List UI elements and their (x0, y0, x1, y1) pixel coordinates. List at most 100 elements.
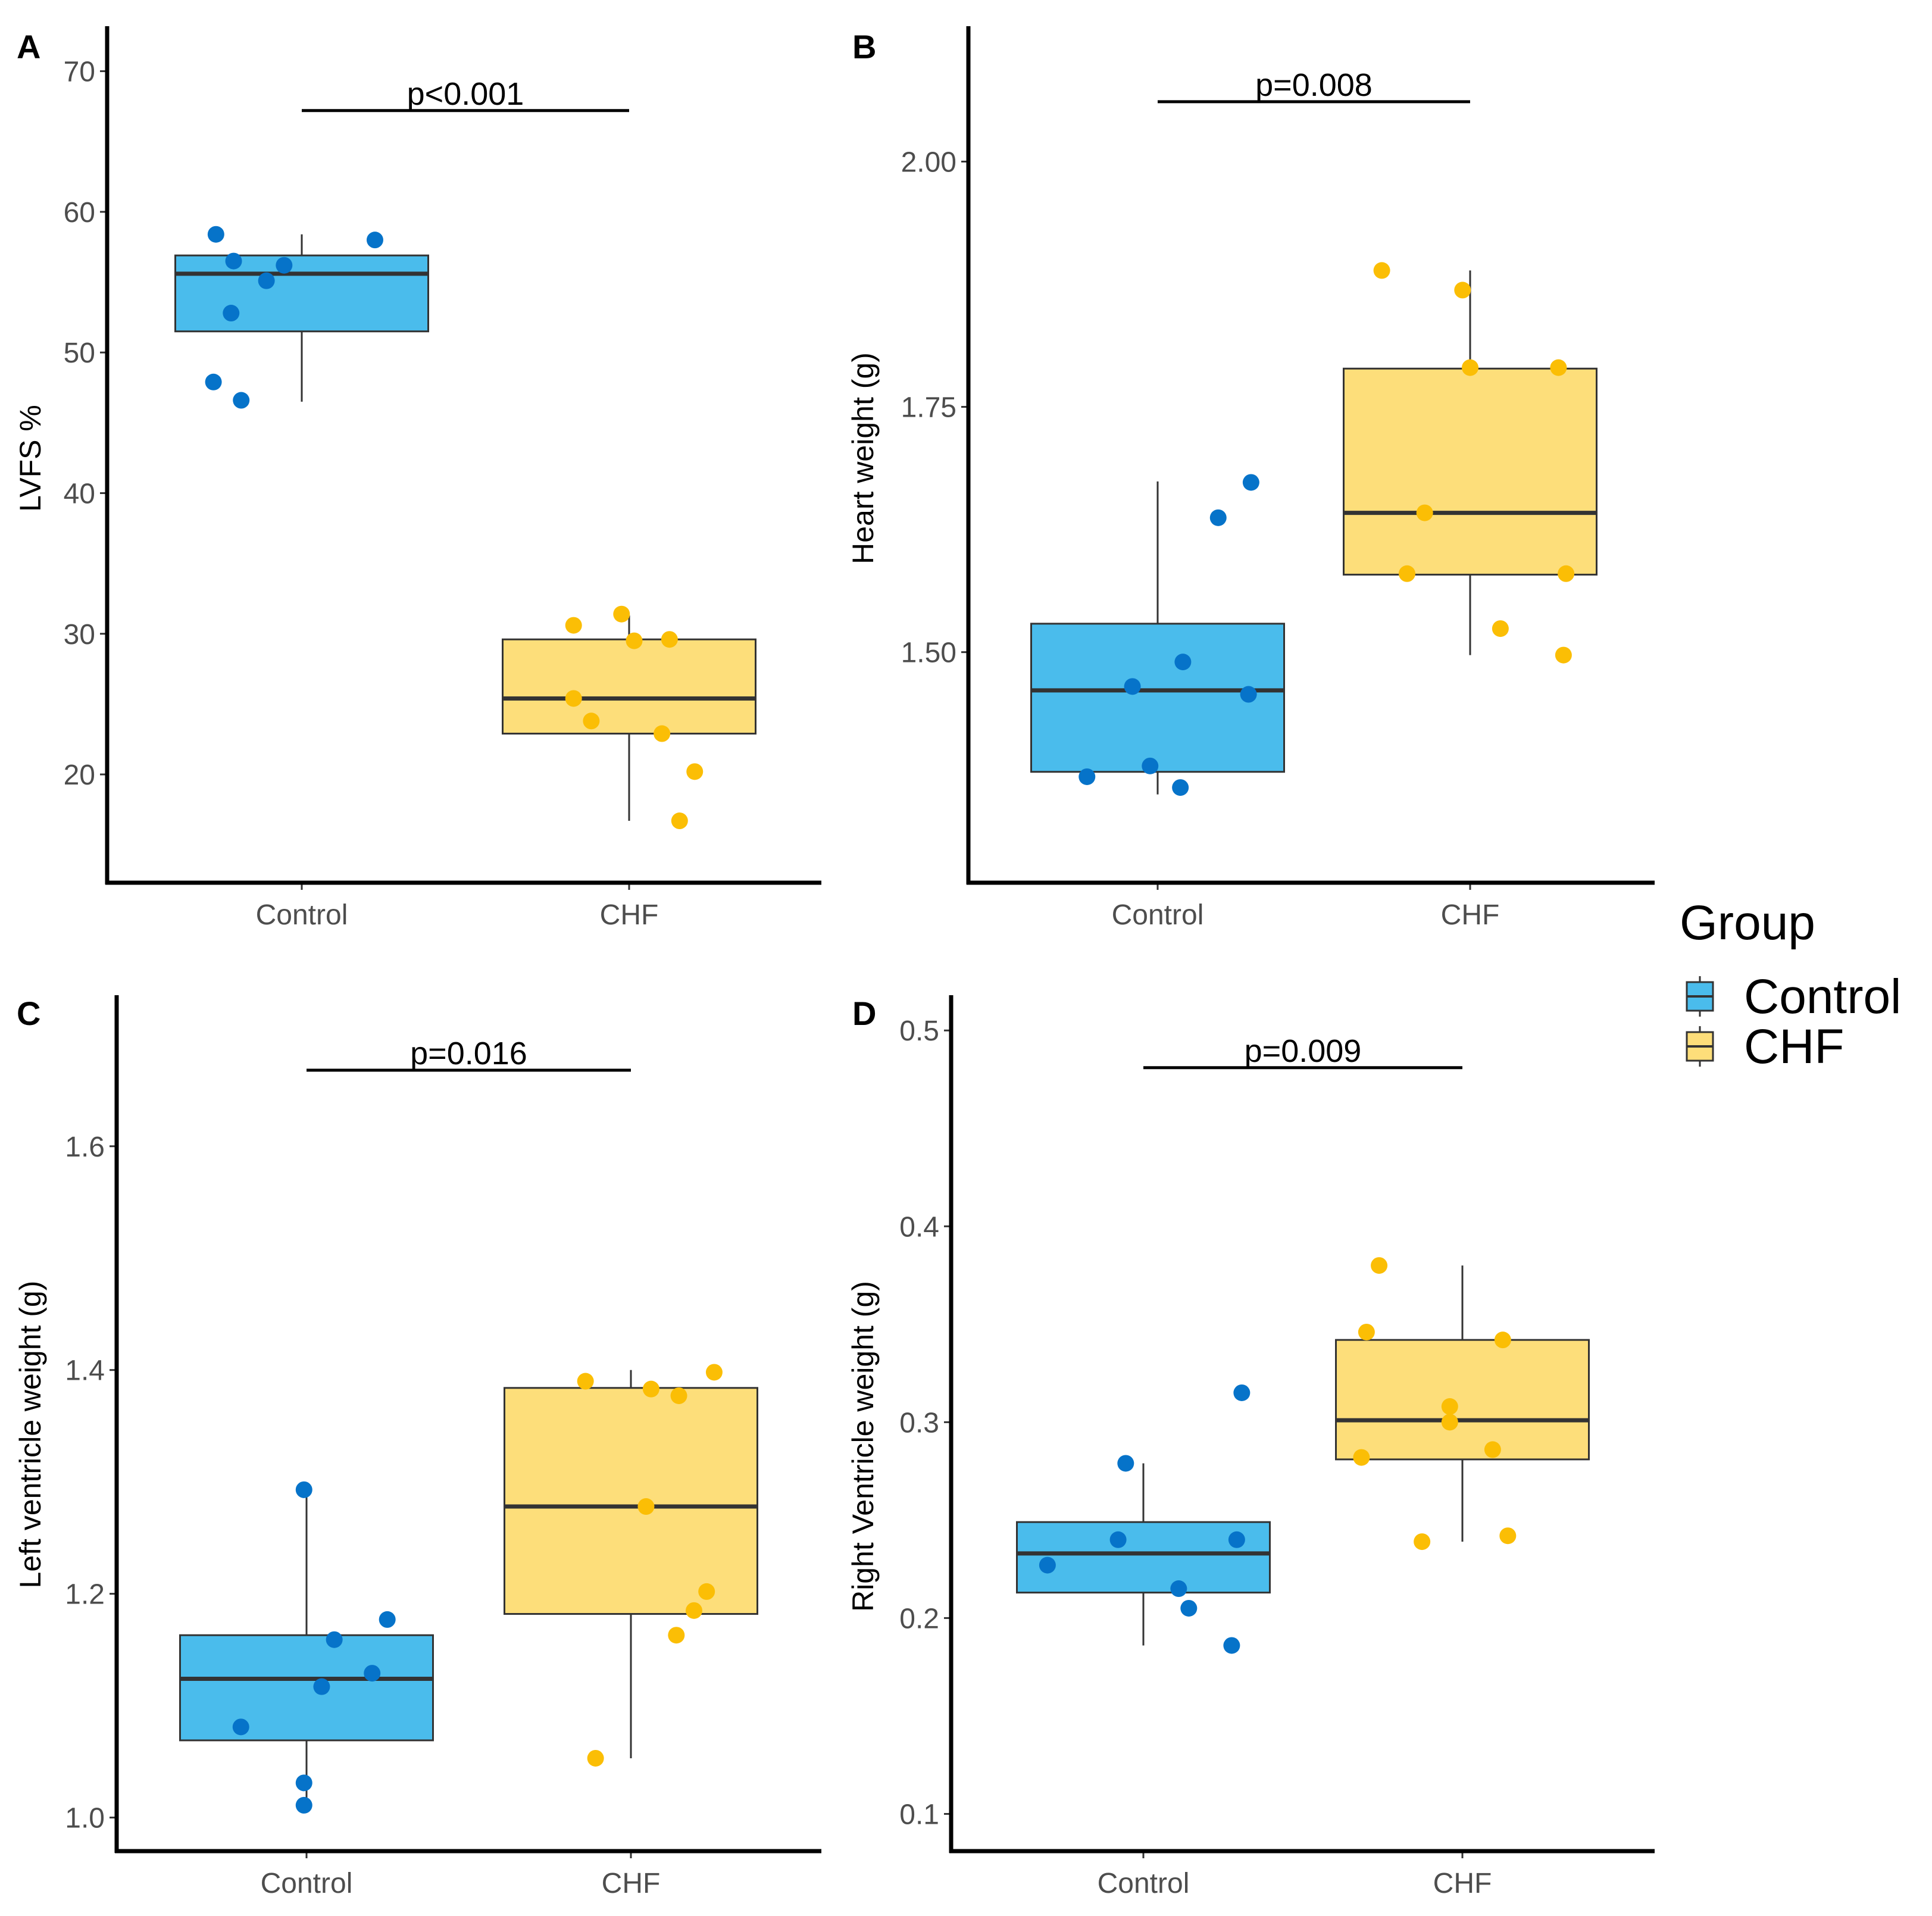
data-point-control (295, 1481, 312, 1498)
p-value-label: p=0.008 (1255, 67, 1373, 103)
data-point-control (1233, 1384, 1251, 1401)
box-control (179, 1634, 434, 1742)
y-tick-label: 0.5 (899, 1015, 939, 1047)
data-point-chf (1373, 262, 1390, 279)
x-tick-label: Control (261, 1868, 353, 1899)
data-point-chf (565, 690, 582, 707)
panel-letter: D (852, 995, 876, 1032)
p-value-label: p<0.001 (407, 76, 524, 112)
data-point-control (276, 257, 293, 274)
data-point-chf (668, 1627, 685, 1644)
data-point-chf (613, 605, 630, 623)
panel-c: C Left ventricle weight (g) 1.0 1.2 1.4 1.6… (14, 995, 821, 1899)
data-point-control (207, 226, 224, 243)
box-control (174, 254, 429, 333)
data-point-control (326, 1631, 343, 1648)
y-axis-title: Right Ventricle weight (g) (846, 1281, 880, 1612)
x-tick-label: CHF (1433, 1868, 1492, 1899)
data-point-control (313, 1678, 330, 1695)
data-point-chf (661, 631, 678, 648)
data-point-chf (1454, 282, 1471, 299)
data-point-control (1228, 1531, 1245, 1548)
data-point-control (1170, 1580, 1187, 1598)
y-tick-label: 40 (64, 478, 95, 510)
data-point-control (364, 1665, 381, 1682)
p-value-label: p=0.016 (410, 1036, 527, 1071)
legend-label-control: Control (1744, 970, 1901, 1024)
data-point-control (295, 1796, 312, 1814)
box-chf (1343, 367, 1598, 576)
data-point-chf (671, 812, 688, 830)
y-tick-label: 0.1 (899, 1799, 939, 1830)
legend-title: Group (1680, 896, 1815, 950)
data-point-chf (587, 1749, 604, 1767)
x-tick-label: CHF (602, 1868, 661, 1899)
data-point-chf (1399, 565, 1415, 582)
y-tick-label: 50 (64, 337, 95, 369)
y-tick-label: 1.75 (901, 392, 956, 424)
data-point-chf (1550, 359, 1567, 376)
x-tick-label: CHF (600, 899, 659, 931)
data-point-control (1078, 768, 1096, 785)
y-tick-label: 60 (64, 197, 95, 229)
data-point-control (223, 305, 240, 322)
data-point-control (1174, 654, 1192, 671)
data-point-chf (1414, 1533, 1431, 1551)
data-point-control (1209, 509, 1227, 526)
data-point-chf (1492, 620, 1509, 637)
data-point-control (1240, 686, 1257, 703)
data-point-chf (1499, 1527, 1517, 1545)
data-point-control (1223, 1637, 1240, 1654)
data-point-chf (1358, 1323, 1375, 1340)
x-tick-label: Control (1112, 899, 1204, 931)
y-tick-label: 2.00 (901, 146, 956, 178)
data-point-chf (1555, 646, 1572, 664)
data-point-control (366, 232, 383, 249)
data-point-chf (1416, 504, 1433, 521)
data-point-chf (654, 725, 671, 742)
data-point-control (205, 373, 222, 390)
y-tick-label: 1.4 (65, 1355, 105, 1387)
panel-letter: C (17, 995, 40, 1032)
x-tick-label: CHF (1441, 899, 1500, 931)
legend-item-chf: CHF (1686, 1020, 1845, 1074)
data-point-control (232, 1718, 249, 1736)
y-tick-label: 20 (64, 759, 95, 791)
data-point-chf (1484, 1441, 1501, 1458)
y-tick-label: 30 (64, 619, 95, 651)
data-point-control (225, 252, 242, 270)
panel-letter: B (852, 28, 876, 65)
box-chf (504, 1387, 758, 1615)
data-point-chf (698, 1583, 715, 1600)
data-point-control (1124, 678, 1141, 695)
y-tick-label: 1.0 (65, 1803, 105, 1834)
data-point-chf (705, 1364, 723, 1381)
x-tick-label: Control (1098, 1868, 1190, 1899)
data-point-control (1242, 474, 1259, 491)
data-point-chf (1371, 1257, 1388, 1274)
data-point-chf (642, 1380, 659, 1398)
p-value-label: p=0.009 (1245, 1033, 1362, 1069)
data-point-control (1117, 1455, 1134, 1472)
y-axis-title: Heart weight (g) (846, 352, 880, 564)
data-point-chf (686, 763, 704, 780)
data-point-chf (1441, 1398, 1458, 1415)
legend-label-chf: CHF (1744, 1020, 1845, 1074)
y-tick-label: 1.6 (65, 1132, 105, 1163)
data-point-control (379, 1611, 396, 1628)
data-point-control (258, 272, 275, 289)
y-axis-title: Left ventricle weight (g) (14, 1281, 47, 1589)
data-point-chf (1558, 565, 1575, 582)
panel-d: D Right Ventricle weight (g) 0.1 0.2 0.3 0.… (846, 995, 1655, 1899)
data-point-chf (565, 617, 582, 634)
panel-b: B Heart weight (g) 1.50 1.75 2.00 Control CH… (846, 26, 1655, 931)
data-point-chf (686, 1602, 702, 1619)
y-tick-label: 0.2 (899, 1603, 939, 1634)
data-point-chf (583, 712, 600, 730)
data-point-control (295, 1774, 312, 1792)
x-tick-label: Control (256, 899, 348, 931)
panel-letter: A (17, 28, 40, 65)
data-point-chf (1494, 1331, 1511, 1349)
data-point-control (1180, 1599, 1198, 1617)
data-point-chf (577, 1373, 594, 1390)
